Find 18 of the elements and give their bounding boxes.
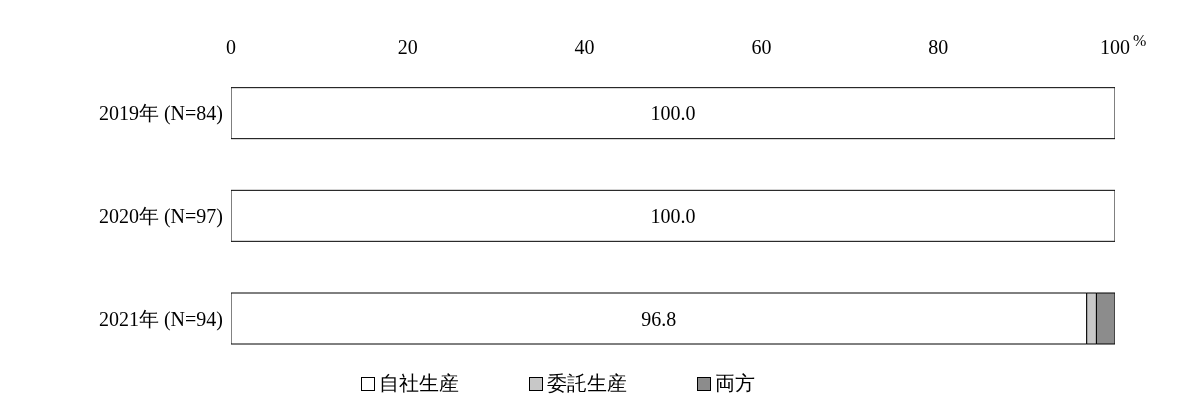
legend-label: 自社生産 xyxy=(378,370,459,397)
bar xyxy=(231,189,1115,242)
y-tick-label: 2020年 (N=97) xyxy=(98,205,223,229)
x-tick-label: 40 xyxy=(574,36,595,58)
data-label: 96.8 xyxy=(641,307,677,330)
x-tick-label: 80 xyxy=(928,36,949,58)
x-tick-label: 60 xyxy=(751,36,772,58)
x-tick-label: 100 xyxy=(1100,36,1130,58)
legend-label: 両方 xyxy=(714,370,755,397)
y-tick-label: 2021年 (N=94) xyxy=(98,307,223,331)
data-label: 100.0 xyxy=(650,102,696,125)
bar xyxy=(231,87,1115,140)
x-axis-title: % xyxy=(1133,32,1147,50)
legend-label: 委託生産 xyxy=(546,370,627,397)
y-tick-label: 2019年 (N=84) xyxy=(98,102,223,126)
x-tick-label: 20 xyxy=(397,36,418,58)
data-label: 100.0 xyxy=(650,204,696,227)
x-tick-label: 0 xyxy=(226,36,236,58)
